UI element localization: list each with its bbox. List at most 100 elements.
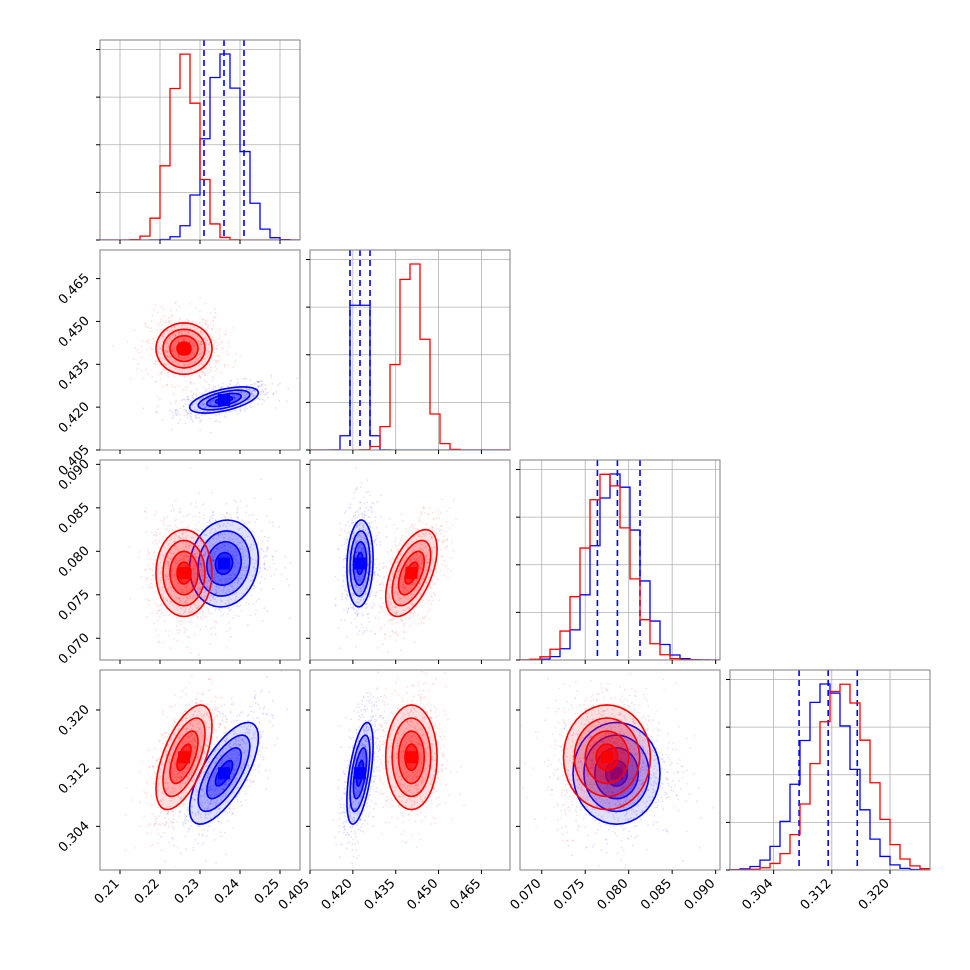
sample-point [193,778,196,781]
sample-point [233,402,236,405]
sample-point [197,599,199,602]
sample-point [217,362,219,364]
sample-point [225,783,228,786]
sample-point [202,757,205,760]
sample-point [358,533,361,536]
sample-point [249,546,252,549]
sample-point [183,631,186,634]
sample-point [387,599,390,602]
sample-point [356,633,359,636]
sample-point [174,596,177,598]
sample-point [203,406,206,409]
sample-point [362,583,364,586]
sample-point [411,583,414,585]
sample-point [426,556,428,559]
sample-point [266,392,268,395]
sample-point [150,568,152,571]
contour-line-0 [352,540,368,587]
sample-point [245,511,247,514]
sample-point [184,402,187,405]
sample-point [201,789,204,792]
sample-point [253,394,255,397]
sample-point [172,838,175,840]
sample-point [399,566,402,569]
sample-point [179,537,182,540]
sample-point [238,391,241,394]
sample-point [193,567,196,570]
sample-point [185,409,188,411]
sample-point [194,552,197,555]
sample-point [218,406,221,409]
sample-point [154,514,157,516]
sample-point [252,513,255,516]
sample-point [241,585,244,588]
sample-point [180,797,183,800]
sample-point [422,548,424,551]
sample-point [206,576,209,579]
histogram-0 [310,304,510,450]
y-tick-label: 0.075 [56,587,93,624]
sample-point [199,429,202,431]
sample-point [196,821,199,824]
sample-point [181,325,183,328]
sample-point [209,410,212,413]
sample-point [169,551,172,554]
sample-point [257,572,260,575]
sample-point [405,590,408,593]
sample-point [184,822,187,825]
sample-point [236,754,239,757]
sample-point [212,514,215,517]
sample-point [246,384,248,387]
sample-point [355,626,358,628]
sample-point [216,757,219,760]
sample-point [351,569,354,572]
sample-point [218,412,221,415]
sample-point [198,342,201,345]
sample-point [225,351,228,353]
sample-point [157,641,160,644]
sample-point [198,834,201,837]
sample-point [158,641,160,643]
sample-point [251,392,253,395]
sample-point [251,383,254,386]
sample-point [200,344,203,346]
sample-point [360,596,363,599]
sample-point [403,637,405,640]
sample-point [173,540,176,543]
sample-point [167,362,169,365]
sample-point [221,796,224,798]
sample-point [220,610,222,612]
sample-point [203,379,206,382]
sample-point [176,562,178,565]
sample-point [188,524,191,527]
sample-point [155,533,157,536]
sample-point [166,355,169,358]
sample-point [417,571,420,573]
sample-point [224,582,227,585]
sample-point [188,827,190,829]
sample-point [362,527,365,529]
sample-point [209,794,212,797]
sample-point [205,579,208,582]
sample-point [218,786,221,788]
sample-point [417,528,419,531]
sample-point [178,332,181,335]
sample-point [142,377,145,380]
sample-point [224,545,226,547]
sample-point [190,417,193,420]
sample-point [374,594,377,597]
sample-point [211,612,213,615]
sample-point [140,345,143,348]
sample-point [374,520,376,522]
sample-point [344,524,347,527]
sample-point [375,567,378,569]
sample-point [237,394,239,397]
sample-point [240,604,242,607]
sample-point [159,604,162,607]
sample-point [182,559,185,562]
sample-point [216,368,218,370]
sample-point [392,571,394,574]
sample-point [166,384,168,387]
sample-point [173,350,175,353]
sample-point [151,376,153,379]
